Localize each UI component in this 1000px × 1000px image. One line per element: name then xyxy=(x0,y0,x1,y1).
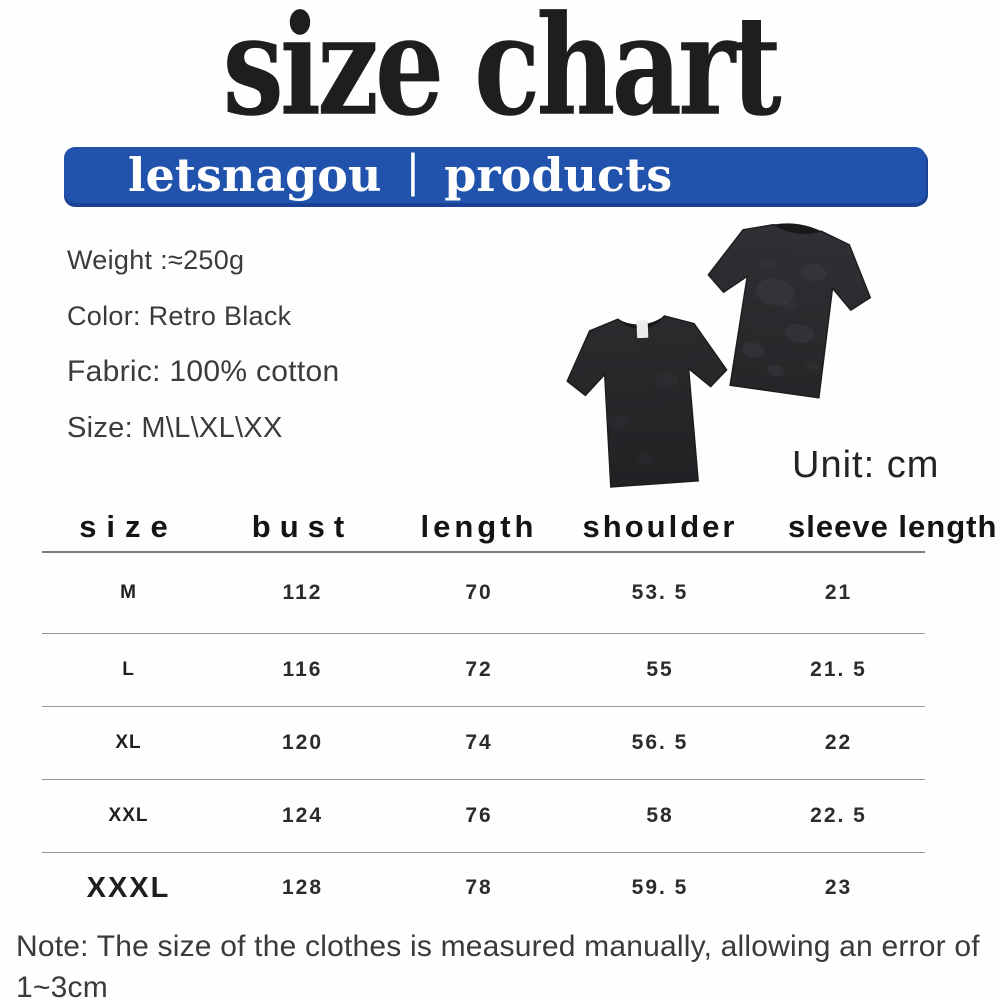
header-cell-shoulder: shoulder xyxy=(582,509,738,544)
cell-sleeve: 22 xyxy=(824,731,853,754)
table-row-m: M 112 70 53. 5 21 xyxy=(42,553,925,634)
table-row-xxl: XXL 124 76 58 22. 5 xyxy=(42,780,925,853)
header-cell-bust: bust xyxy=(251,509,354,544)
cell-size: M xyxy=(120,582,137,603)
cell-size: L xyxy=(122,659,135,680)
header-cell-length: length xyxy=(420,509,538,544)
header-cell-size: size xyxy=(79,509,178,544)
cell-length: 72 xyxy=(465,658,493,681)
info-size: Size: M\L\XL\XX xyxy=(67,412,283,444)
size-table: size bust length shoulder sleeve length … xyxy=(42,503,996,923)
banner-product-label: products xyxy=(444,148,673,202)
cell-size: XXL xyxy=(108,805,149,826)
cell-length: 76 xyxy=(465,804,493,827)
info-fabric: Fabric: 100% cotton xyxy=(67,355,340,388)
cell-shoulder: 56. 5 xyxy=(631,731,689,754)
cell-size: XL xyxy=(115,732,142,753)
note-text: Note: The size of the clothes is measure… xyxy=(16,926,991,1000)
cell-bust: 116 xyxy=(282,658,323,681)
cell-bust: 124 xyxy=(281,804,324,827)
tshirt-images xyxy=(566,223,872,488)
cell-shoulder: 53. 5 xyxy=(631,581,689,604)
info-color: Color: Retro Black xyxy=(67,301,292,331)
cell-length: 78 xyxy=(465,876,493,899)
table-header-row: size bust length shoulder sleeve length xyxy=(42,503,996,553)
brand-banner: letsnagou | products xyxy=(64,147,926,203)
note-line-2: 1~3cm xyxy=(16,971,108,1000)
cell-bust: 120 xyxy=(281,731,324,754)
header-cell-sleeve-length: sleeve length xyxy=(788,509,998,544)
brand-name: letsnagou xyxy=(128,148,382,202)
cell-sleeve: 21 xyxy=(824,581,853,604)
table-row-xxxl: XXXL 128 78 59. 5 23 xyxy=(42,853,925,923)
banner-separator: | xyxy=(405,146,421,197)
cell-shoulder: 55 xyxy=(646,658,674,681)
cell-shoulder: 58 xyxy=(646,804,674,827)
cell-length: 70 xyxy=(465,581,493,604)
cell-bust: 128 xyxy=(281,876,324,899)
table-row-xl: XL 120 74 56. 5 22 xyxy=(42,707,925,780)
cell-sleeve: 23 xyxy=(824,876,853,899)
tshirt-back-image xyxy=(707,223,872,399)
tshirt-front-image xyxy=(566,315,728,488)
note-line-1: Note: The size of the clothes is measure… xyxy=(16,930,980,963)
cell-size: XXXL xyxy=(86,871,171,904)
page-title: size chart xyxy=(222,0,781,147)
info-weight: Weight :≈250g xyxy=(67,245,245,275)
cell-sleeve: 21. 5 xyxy=(810,658,867,681)
cell-shoulder: 59. 5 xyxy=(631,876,689,899)
cell-length: 74 xyxy=(465,731,493,754)
cell-bust: 112 xyxy=(282,581,323,604)
product-info: Weight :≈250g Color: Retro Black Fabric:… xyxy=(67,232,340,456)
unit-label: Unit: cm xyxy=(792,444,940,486)
table-row-l: L 116 72 55 21. 5 xyxy=(42,634,925,707)
cell-sleeve: 22. 5 xyxy=(810,804,867,827)
